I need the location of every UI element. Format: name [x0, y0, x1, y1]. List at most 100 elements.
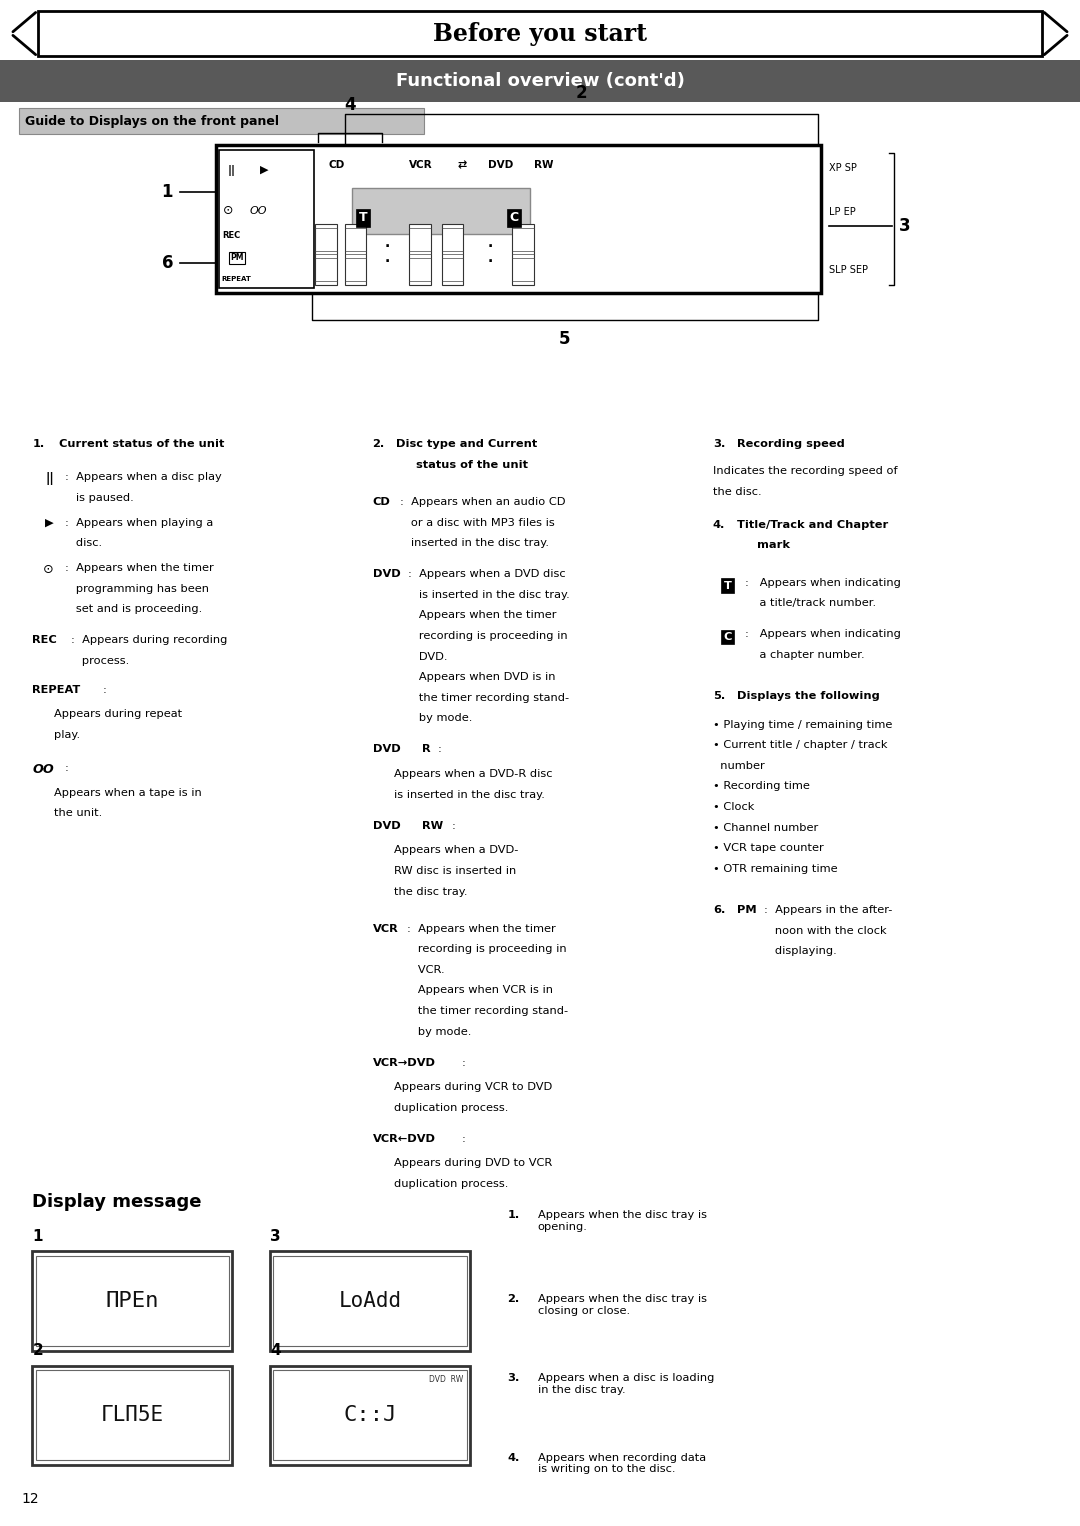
- Text: C: C: [510, 211, 518, 224]
- Text: ΠΡΕn: ΠΡΕn: [106, 1291, 159, 1311]
- Text: number: number: [713, 761, 765, 771]
- Text: • Clock: • Clock: [713, 803, 754, 812]
- Text: Appears when DVD is in: Appears when DVD is in: [408, 673, 556, 682]
- Text: recording is proceeding in: recording is proceeding in: [408, 632, 568, 641]
- FancyBboxPatch shape: [345, 223, 366, 285]
- Text: 3.: 3.: [713, 439, 725, 450]
- Text: Appears when a DVD-: Appears when a DVD-: [394, 845, 518, 856]
- Text: REC: REC: [222, 230, 241, 240]
- Text: ▶: ▶: [260, 165, 269, 175]
- Text: Appears when the disc tray is
closing or close.: Appears when the disc tray is closing or…: [538, 1294, 706, 1315]
- Text: the disc tray.: the disc tray.: [394, 887, 468, 897]
- Text: 4: 4: [345, 96, 355, 114]
- Text: :  Appears when the timer: : Appears when the timer: [65, 563, 214, 574]
- Text: VCR.: VCR.: [407, 964, 445, 975]
- Text: 6.: 6.: [713, 905, 725, 916]
- FancyBboxPatch shape: [352, 189, 530, 233]
- Text: status of the unit: status of the unit: [396, 461, 528, 470]
- Text: LP EP: LP EP: [829, 206, 856, 217]
- Text: :: :: [461, 1058, 465, 1068]
- FancyBboxPatch shape: [36, 1370, 229, 1460]
- Text: T: T: [359, 211, 367, 224]
- Text: :  Appears when playing a: : Appears when playing a: [65, 517, 213, 528]
- Text: Appears when a DVD-R disc: Appears when a DVD-R disc: [394, 769, 553, 780]
- FancyBboxPatch shape: [216, 145, 821, 293]
- FancyBboxPatch shape: [270, 1366, 470, 1465]
- FancyBboxPatch shape: [36, 1256, 229, 1346]
- Text: 1.: 1.: [508, 1210, 519, 1221]
- Text: :  Appears during recording: : Appears during recording: [71, 635, 228, 645]
- Text: Appears when a disc is loading
in the disc tray.: Appears when a disc is loading in the di…: [538, 1373, 714, 1395]
- FancyBboxPatch shape: [270, 1251, 470, 1351]
- Text: Recording speed: Recording speed: [737, 439, 845, 450]
- Text: REC: REC: [32, 635, 57, 645]
- Text: T: T: [724, 580, 731, 591]
- FancyBboxPatch shape: [273, 1256, 467, 1346]
- Text: a chapter number.: a chapter number.: [745, 650, 865, 659]
- Text: SLP SEP: SLP SEP: [829, 264, 868, 275]
- FancyBboxPatch shape: [273, 1370, 467, 1460]
- FancyBboxPatch shape: [19, 108, 424, 134]
- Text: or a disc with MP3 files is: or a disc with MP3 files is: [400, 517, 554, 528]
- Text: play.: play.: [54, 729, 80, 740]
- Text: Appears during repeat: Appears during repeat: [54, 710, 183, 719]
- Text: ||: ||: [228, 165, 235, 175]
- Text: Appears during DVD to VCR: Appears during DVD to VCR: [394, 1158, 553, 1169]
- Text: :  Appears when the timer: : Appears when the timer: [407, 923, 556, 934]
- Text: 5: 5: [559, 330, 570, 348]
- Text: DVD: DVD: [488, 160, 513, 171]
- Text: OO: OO: [32, 763, 54, 775]
- Text: :   Appears when indicating: : Appears when indicating: [745, 629, 901, 639]
- Text: process.: process.: [71, 656, 130, 665]
- Text: VCR←DVD: VCR←DVD: [373, 1134, 435, 1144]
- Text: DVD  RW: DVD RW: [429, 1375, 463, 1384]
- Text: • Playing time / remaining time: • Playing time / remaining time: [713, 720, 892, 729]
- FancyBboxPatch shape: [38, 11, 1042, 56]
- Text: DVD: DVD: [373, 821, 401, 830]
- Text: the timer recording stand-: the timer recording stand-: [408, 693, 569, 703]
- Text: :: :: [437, 745, 442, 754]
- Text: :  Appears when an audio CD: : Appears when an audio CD: [400, 497, 565, 507]
- Text: displaying.: displaying.: [764, 946, 836, 957]
- Text: 2: 2: [576, 84, 586, 102]
- Text: 3.: 3.: [508, 1373, 519, 1384]
- Text: 2: 2: [32, 1343, 43, 1358]
- FancyBboxPatch shape: [512, 223, 534, 285]
- Text: Before you start: Before you start: [433, 21, 647, 46]
- Text: ▶: ▶: [45, 517, 54, 528]
- Text: :: :: [461, 1134, 465, 1144]
- Text: 6: 6: [162, 255, 173, 272]
- Text: ·: ·: [386, 255, 390, 269]
- Text: ·: ·: [488, 255, 492, 269]
- FancyBboxPatch shape: [315, 223, 337, 285]
- Text: 5.: 5.: [713, 691, 725, 700]
- FancyBboxPatch shape: [442, 223, 463, 285]
- Text: Displays the following: Displays the following: [737, 691, 879, 700]
- Text: 1.: 1.: [32, 439, 44, 450]
- FancyBboxPatch shape: [0, 60, 1080, 102]
- Text: • VCR tape counter: • VCR tape counter: [713, 844, 824, 853]
- Text: DVD: DVD: [373, 569, 401, 580]
- Text: :: :: [65, 763, 69, 774]
- Text: :  Appears in the after-: : Appears in the after-: [764, 905, 892, 916]
- Text: Guide to Displays on the front panel: Guide to Displays on the front panel: [25, 114, 279, 128]
- Text: mark: mark: [737, 540, 789, 551]
- Text: VCR: VCR: [409, 160, 433, 171]
- Text: REPEAT: REPEAT: [221, 276, 252, 282]
- Text: 1: 1: [162, 183, 173, 201]
- Text: VCR: VCR: [373, 923, 399, 934]
- Text: • Recording time: • Recording time: [713, 781, 810, 792]
- Text: Current status of the unit: Current status of the unit: [59, 439, 225, 450]
- Text: Title/Track and Chapter: Title/Track and Chapter: [737, 520, 888, 530]
- Text: programming has been: programming has been: [65, 583, 208, 594]
- Text: PM: PM: [230, 253, 244, 262]
- Text: Appears when VCR is in: Appears when VCR is in: [407, 986, 553, 995]
- Text: OO: OO: [249, 206, 267, 215]
- Text: 12: 12: [22, 1492, 39, 1506]
- Text: 3: 3: [270, 1228, 281, 1244]
- Text: ·: ·: [386, 240, 390, 253]
- Text: RW: RW: [422, 821, 444, 830]
- Text: 4.: 4.: [713, 520, 725, 530]
- Text: 4: 4: [270, 1343, 281, 1358]
- Text: C: C: [724, 632, 732, 642]
